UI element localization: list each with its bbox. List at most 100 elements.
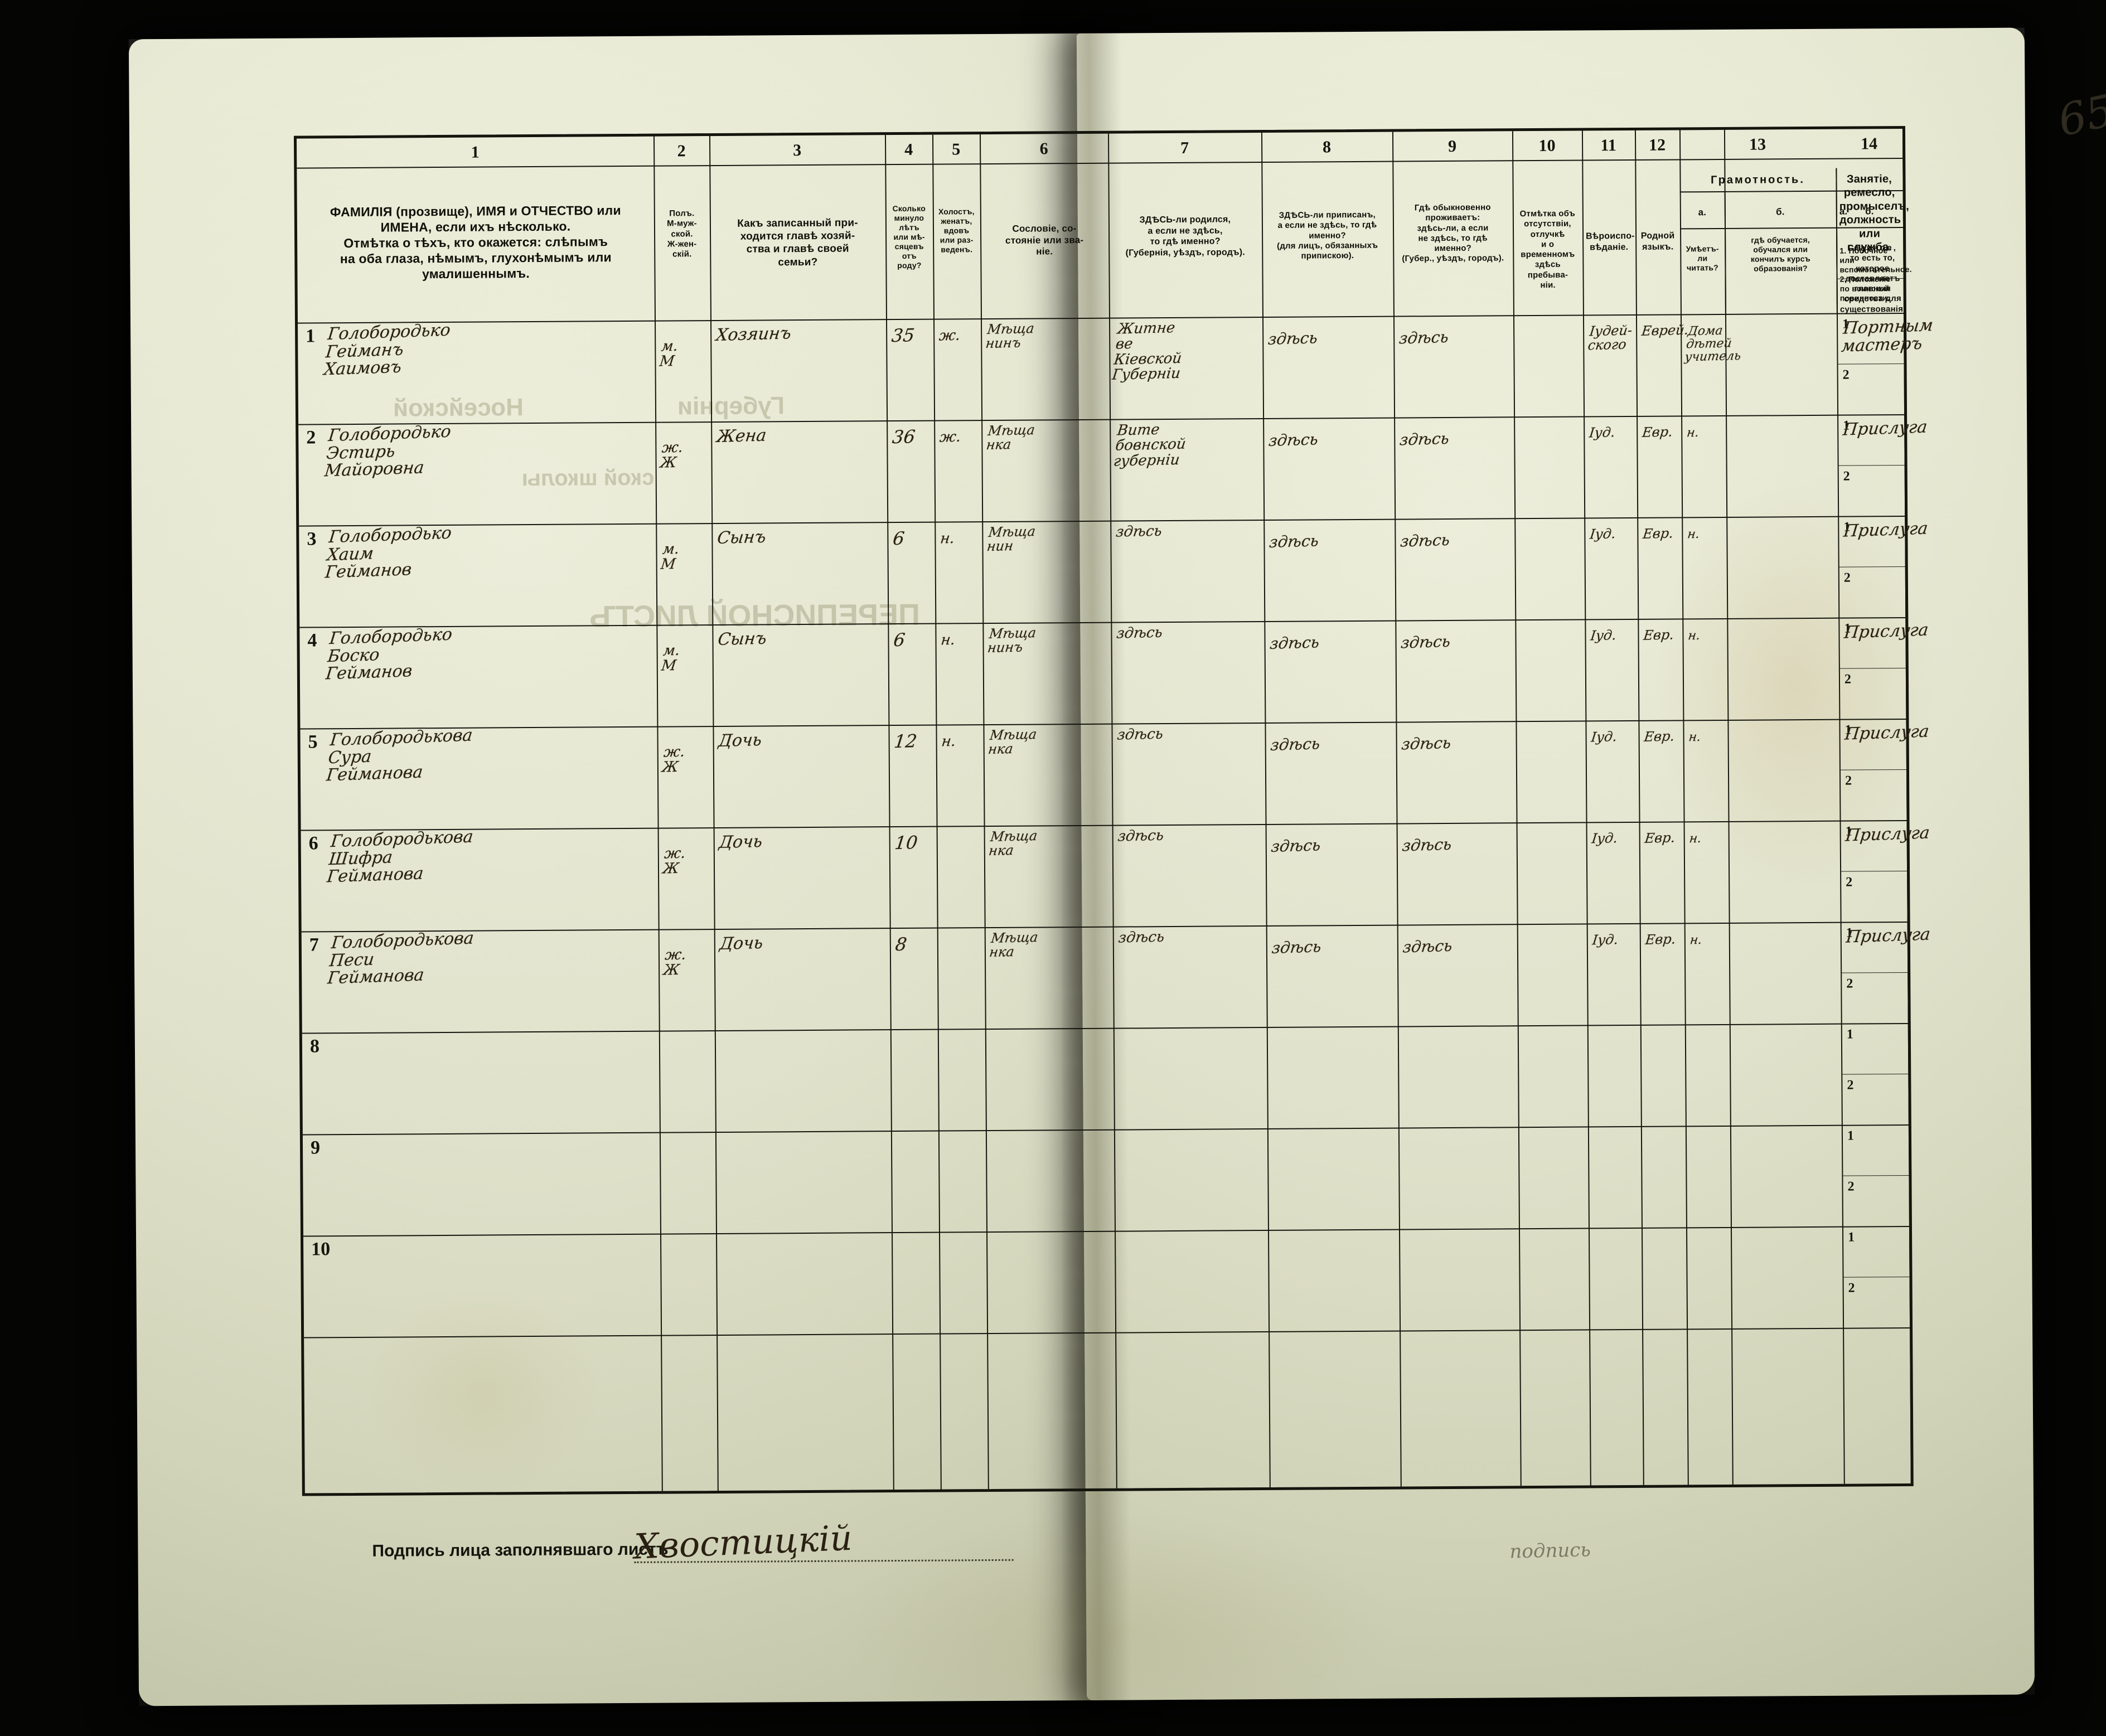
handwritten-entry: Іуд. <box>1589 526 1617 542</box>
handwritten-entry: Прислуга <box>1844 924 1931 947</box>
signature-value: Хвостицкій <box>633 1517 853 1567</box>
handwritten-entry: здѣсь <box>1400 733 1453 754</box>
handwritten-entry: Евр. <box>1642 627 1675 643</box>
handwritten-entry: н. <box>940 631 956 649</box>
handwritten-entry: н. <box>1686 425 1700 440</box>
row-divider <box>303 1225 1909 1237</box>
handwritten-entry: здѣсь <box>1267 328 1319 349</box>
handwritten-entry: Дома дѣтей учитель <box>1684 323 1742 365</box>
handwritten-entry: м. М <box>659 337 679 370</box>
handwritten-entry: Мѣща нка <box>987 827 1038 859</box>
handwritten-entry: ж. <box>938 327 961 345</box>
handwritten-entry: Евр. <box>1643 728 1676 745</box>
column-header-text: Умѣетъ-ли читать? <box>1686 244 1719 273</box>
column-header-text: Сословіе, со-стояніе или зва-ніе. <box>1005 223 1084 257</box>
handwritten-entry: ж. Ж <box>662 946 688 979</box>
column-header-text: 1. Побочное или вспомогательное. 2. Полож… <box>1839 246 1912 303</box>
column-number: 2 <box>677 142 686 161</box>
subrow-number: 2 <box>1843 570 1851 585</box>
column-divider <box>1723 129 1734 1485</box>
handwritten-entry: Вите бовнской губерніи <box>1112 421 1187 470</box>
folio-number: 65 <box>2054 85 2106 147</box>
column-divider <box>1512 131 1522 1486</box>
column-divider <box>1107 133 1117 1488</box>
row-number: 5 <box>308 731 318 753</box>
open-book: ПЕРЕПИСНОЙ ЛИСТЪ Губерніи Носейской ской… <box>128 27 2106 1706</box>
handwritten-entry: здѣсь <box>1398 327 1450 348</box>
handwritten-entry: Евр. <box>1644 830 1676 846</box>
column-header-text: Родной языкъ. <box>1640 231 1675 252</box>
handwritten-entry: Мѣща нинъ <box>986 624 1037 656</box>
column-header-text: а. <box>1698 207 1707 218</box>
handwritten-entry: Мѣща нка <box>987 726 1038 758</box>
handwritten-entry: ж. <box>938 428 962 446</box>
subcolumn-divider <box>1724 191 1726 314</box>
column-header-text: Гдѣ обыкновенно проживаетъ: здѣсь-ли, а ес… <box>1402 202 1504 264</box>
handwritten-entry <box>665 1150 712 1151</box>
column-number: 10 <box>1538 136 1556 155</box>
handwritten-entry: ж. Ж <box>661 743 686 776</box>
column-header-text: Отмѣтка объ отсутствіи, отлучкѣ и о времен… <box>1519 208 1576 290</box>
countersignature-value: подпись <box>1509 1539 1591 1563</box>
column-number: 11 <box>1600 136 1616 155</box>
handwritten-entry: здѣсь <box>1115 522 1163 541</box>
handwritten-entry: ж. Ж <box>659 439 684 472</box>
handwritten-entry: Іуд. <box>1591 932 1619 948</box>
handwritten-entry: Хозяинъ <box>715 323 792 346</box>
handwritten-entry <box>991 1030 1110 1033</box>
handwritten-entry <box>992 1233 1111 1236</box>
subrow-divider <box>1842 1175 1909 1176</box>
subrow-divider <box>1841 972 1908 973</box>
handwritten-entry: Сынъ <box>716 628 768 650</box>
subrow-divider <box>1840 870 1907 872</box>
subrow-number: 2 <box>1846 976 1853 991</box>
handwritten-entry: Мѣща нинъ <box>985 320 1035 352</box>
handwritten-entry: н. <box>1688 730 1702 745</box>
subrow-number: 1 <box>1848 1230 1855 1245</box>
handwritten-entry: Еврей. <box>1640 322 1689 339</box>
handwritten-entry: здѣсь <box>1401 835 1453 855</box>
column-number: 12 <box>1649 135 1666 154</box>
column-header-text: Вѣроиспо-вѣданіе. <box>1586 231 1635 252</box>
subrow-number: 2 <box>1843 469 1850 484</box>
handwritten-entry: здѣсь <box>1269 633 1321 653</box>
column-header-text: Полъ. М-муж-ской. Ж-жен-скій. <box>667 208 697 259</box>
row-number: 4 <box>307 630 317 651</box>
subcolumn-divider <box>1836 227 1838 313</box>
handwritten-entry: н. <box>940 733 957 750</box>
column-number: 3 <box>793 141 802 160</box>
column-number: 4 <box>904 140 913 159</box>
subrow-number: 2 <box>1845 773 1852 788</box>
handwritten-entry: здѣсь <box>1398 429 1450 449</box>
column-header-text: ЗДѢСЬ-ли приписанъ, а если не здѣсь, то г… <box>1277 210 1378 261</box>
row-number: 10 <box>311 1239 331 1260</box>
handwritten-entry: Мѣща нка <box>988 929 1039 961</box>
signature-label: Подпись лица заполнявшаго листъ <box>372 1540 669 1560</box>
column-number: 5 <box>952 140 961 159</box>
handwritten-entry: 6 <box>892 527 906 550</box>
handwritten-entry: н. <box>1688 831 1702 846</box>
row-number: 1 <box>306 326 316 347</box>
subrow-number: 1 <box>1847 1128 1855 1143</box>
column-header-text: Грамотность. <box>1711 173 1805 187</box>
handwritten-entry: н. <box>1689 933 1703 948</box>
handwritten-entry: здѣсь <box>1117 928 1165 947</box>
column-divider <box>653 136 663 1491</box>
subrow-divider <box>1842 1276 1910 1278</box>
row-number: 9 <box>310 1137 321 1158</box>
column-number: 7 <box>1180 138 1189 157</box>
handwritten-entry: 6 <box>892 629 907 651</box>
column-number: 9 <box>1448 137 1457 156</box>
census-table: 1 2 3 4 5 6 7 8 9 10 11 12 13 14 ФАМИЛІЯ (прозвище), И… <box>293 125 1934 1496</box>
row-number: 3 <box>307 528 317 550</box>
column-number: 14 <box>1861 134 1878 153</box>
handwritten-entry: Голобородько Боско Гейманов <box>325 624 453 684</box>
handwritten-entry: Голобородько Хаим Гейманов <box>324 523 453 583</box>
handwritten-entry: Евр. <box>1644 931 1677 948</box>
handwritten-entry: здѣсь <box>1116 827 1165 845</box>
subrow-number: 1 <box>1846 1027 1853 1042</box>
handwritten-entry: здѣсь <box>1269 734 1321 754</box>
column-number: 1 <box>471 143 480 162</box>
handwritten-entry: 10 <box>893 832 919 854</box>
